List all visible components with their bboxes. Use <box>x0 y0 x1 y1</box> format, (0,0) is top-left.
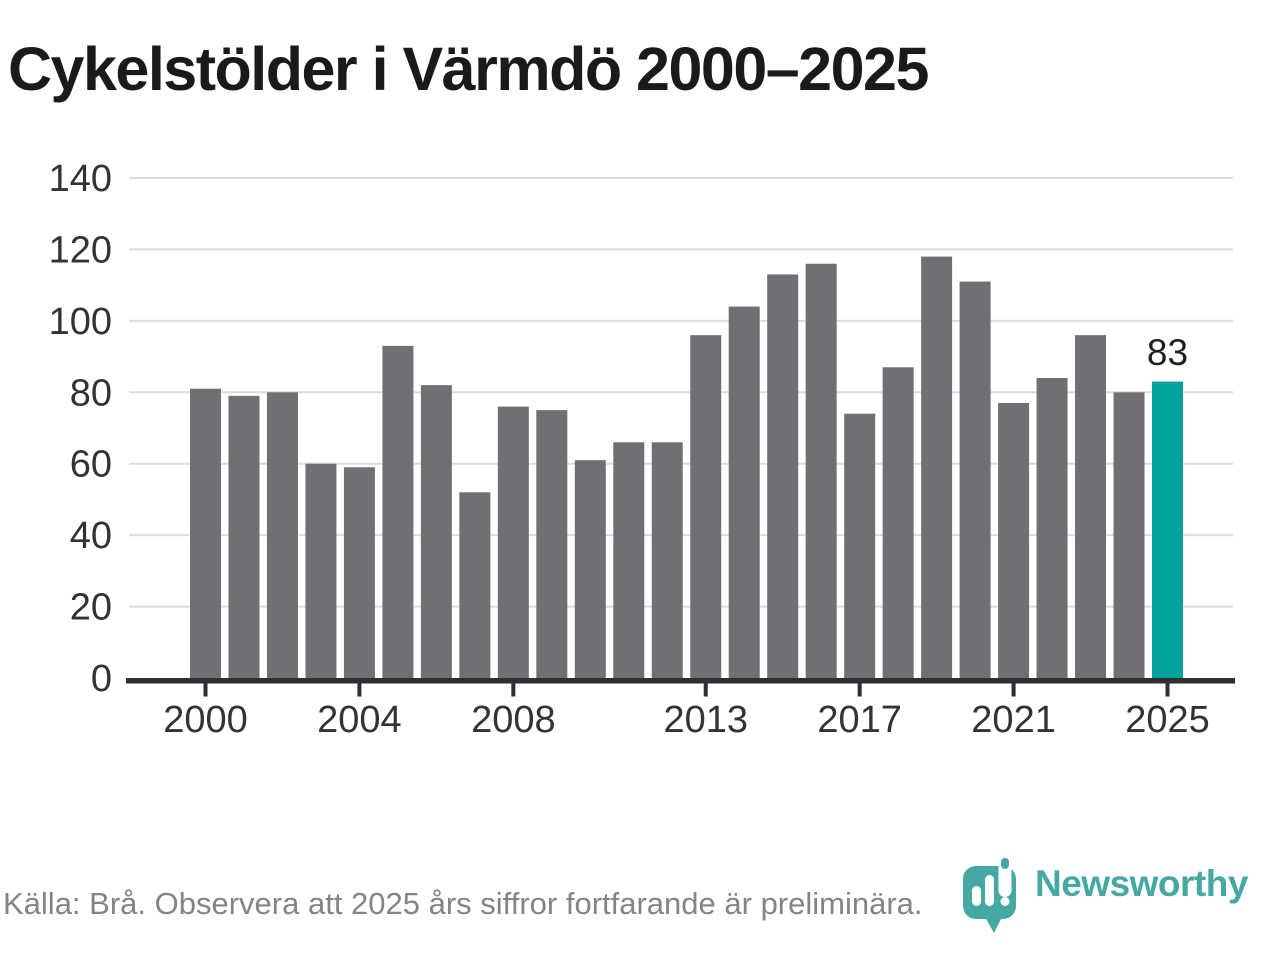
bar-2014 <box>728 306 760 678</box>
bar-value-label: 83 <box>1147 332 1188 373</box>
bar-2003 <box>305 463 337 678</box>
bar-2006 <box>420 385 452 678</box>
y-axis-label: 40 <box>70 515 112 557</box>
x-axis-tick <box>511 683 516 697</box>
newsworthy-logo: Newsworthy <box>960 855 1248 947</box>
bar-2019 <box>921 256 953 678</box>
bar-2024 <box>1113 392 1145 678</box>
bar-2000 <box>190 388 221 678</box>
x-axis-tick <box>203 683 208 697</box>
bar-2012 <box>651 442 683 678</box>
x-axis-tick <box>703 683 708 697</box>
x-axis-label: 2013 <box>663 699 748 741</box>
x-axis-label: 2017 <box>817 699 902 741</box>
bar-2005 <box>382 345 414 678</box>
x-axis-tick <box>857 683 862 697</box>
y-axis-label: 20 <box>70 587 112 629</box>
bar-2010 <box>574 460 606 678</box>
bar-2007 <box>459 492 491 678</box>
newsworthy-wordmark: Newsworthy <box>1035 863 1248 904</box>
newsworthy-icon <box>963 855 1016 933</box>
bar-2018 <box>882 367 914 678</box>
x-axis-tick <box>1011 683 1016 697</box>
bar-2023 <box>1075 335 1107 678</box>
bar-2015 <box>767 274 799 678</box>
bar-2020 <box>959 281 991 678</box>
bar-2022 <box>1036 378 1068 678</box>
chart-title: Cykelstölder i Värmdö 2000–2025 <box>8 35 929 103</box>
bar-2021 <box>998 403 1030 678</box>
source-note: Källa: Brå. Observera att 2025 års siffr… <box>3 886 923 921</box>
x-axis-tick <box>1165 683 1170 697</box>
y-axis-label: 140 <box>49 158 112 200</box>
y-axis-label: 60 <box>70 444 112 486</box>
bar-2004 <box>343 467 375 678</box>
x-axis-tick <box>357 683 362 697</box>
bar-2008 <box>497 406 529 678</box>
x-axis-label: 2021 <box>971 699 1056 741</box>
x-axis-label: 2025 <box>1125 699 1210 741</box>
bar-2025 <box>1152 381 1183 678</box>
x-axis-label: 2004 <box>317 699 402 741</box>
bar-2002 <box>266 392 298 678</box>
x-axis-line <box>126 678 1235 684</box>
bar-2011 <box>613 442 645 678</box>
y-axis-label: 80 <box>70 372 112 414</box>
y-axis-label: 100 <box>49 301 112 343</box>
bar-2016 <box>805 263 837 678</box>
x-axis-label: 2000 <box>163 699 248 741</box>
x-axis-label: 2008 <box>471 699 556 741</box>
y-axis-label: 120 <box>49 229 112 271</box>
bar-2013 <box>690 335 722 678</box>
y-axis-label: 0 <box>91 658 112 700</box>
bar-2009 <box>536 410 568 678</box>
bar-2017 <box>844 413 876 678</box>
bar-2001 <box>228 395 260 678</box>
